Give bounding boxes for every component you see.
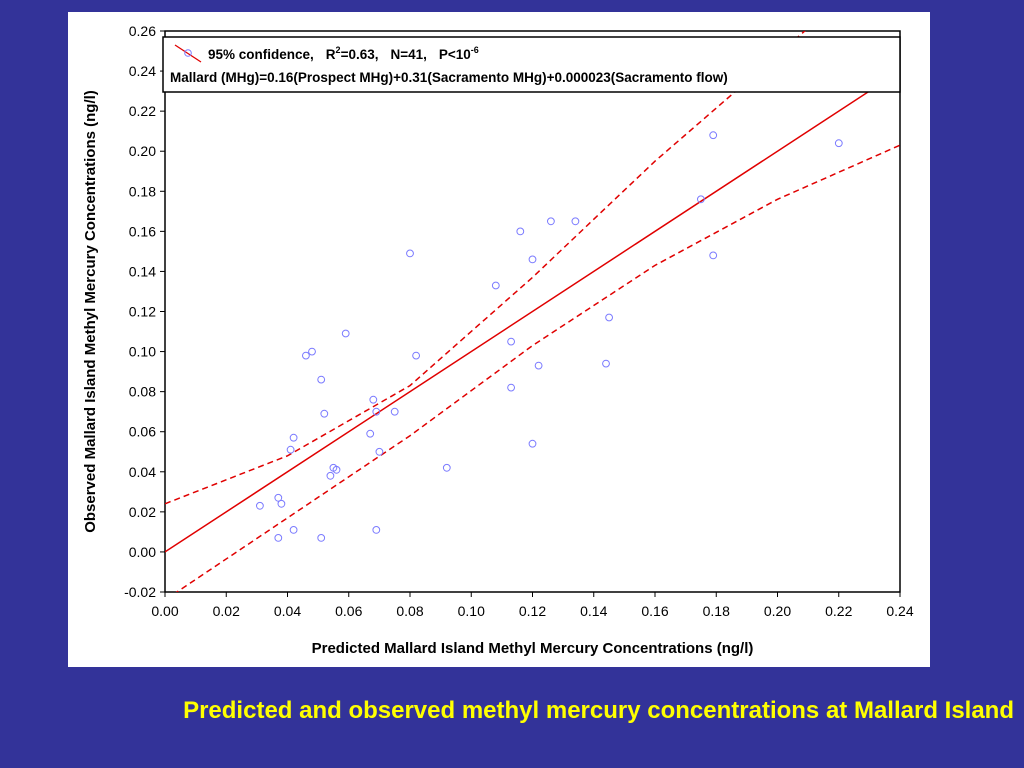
data-point xyxy=(375,447,384,456)
data-point xyxy=(332,465,341,474)
data-point xyxy=(369,395,378,404)
data-point xyxy=(256,501,264,510)
data-point xyxy=(709,131,718,140)
legend-line-swatch xyxy=(174,44,202,63)
y-tick-label: 0.18 xyxy=(129,183,156,199)
x-tick-label: 0.14 xyxy=(580,603,607,619)
y-tick-label: 0.20 xyxy=(129,143,156,159)
fit-line xyxy=(165,70,900,553)
data-point xyxy=(507,383,516,392)
data-point xyxy=(372,407,381,416)
legend-r2-label: R xyxy=(326,47,336,62)
x-tick-label: 0.06 xyxy=(335,603,362,619)
data-point xyxy=(289,526,298,534)
data-point xyxy=(341,329,350,338)
data-point xyxy=(326,471,335,480)
regression-line xyxy=(165,70,900,553)
x-tick-label: 0.18 xyxy=(703,603,730,619)
x-tick-label: 0.10 xyxy=(458,603,485,619)
y-tick-label: 0.22 xyxy=(129,103,156,119)
legend-p-label: P<10 xyxy=(439,47,471,62)
legend-r2-sup: 2 xyxy=(336,45,341,55)
y-axis-ticks: -0.02 0.00 0.02 0.04 0.06 0.08 0.10 0.12 0.14 0.1… xyxy=(124,23,165,600)
data-point xyxy=(308,347,316,356)
data-point xyxy=(571,217,580,226)
data-point xyxy=(274,493,283,502)
y-tick-label: 0.16 xyxy=(129,223,156,239)
y-tick-label: 0.24 xyxy=(129,63,156,79)
legend-point-swatch xyxy=(184,49,192,57)
legend-n: N=41, xyxy=(390,47,426,62)
data-point xyxy=(277,499,286,508)
y-tick-label: 0.10 xyxy=(129,344,156,360)
legend-equation: Mallard (MHg)=0.16(Prospect MHg)+0.31(Sa… xyxy=(170,70,728,85)
confidence-lower-line xyxy=(175,144,900,592)
confidence-band xyxy=(165,31,900,592)
x-tick-label: 0.08 xyxy=(396,603,423,619)
x-tick-label: 0.22 xyxy=(825,603,852,619)
data-point xyxy=(507,337,516,346)
y-tick-label: 0.00 xyxy=(129,544,156,560)
data-point xyxy=(406,249,414,258)
y-tick-label: 0.14 xyxy=(129,263,156,279)
data-point xyxy=(442,463,451,472)
data-point xyxy=(516,227,525,236)
y-axis-label: Observed Mallard Island Methyl Mercury C… xyxy=(82,90,99,533)
y-tick-label: 0.26 xyxy=(129,23,156,39)
data-point xyxy=(528,439,537,448)
data-point xyxy=(697,195,705,204)
data-point xyxy=(602,359,610,368)
x-axis-label: Predicted Mallard Island Methyl Mercury … xyxy=(312,640,754,657)
confidence-upper-line xyxy=(165,31,806,505)
data-point xyxy=(317,534,326,542)
data-point xyxy=(709,251,718,260)
x-tick-label: 0.00 xyxy=(151,603,178,619)
x-tick-label: 0.20 xyxy=(764,603,791,619)
x-tick-label: 0.12 xyxy=(519,603,546,619)
data-point xyxy=(289,433,298,442)
y-tick-label: 0.06 xyxy=(129,424,156,440)
data-point xyxy=(534,361,543,370)
data-point xyxy=(390,407,399,416)
data-point xyxy=(372,526,381,534)
y-tick-label: 0.08 xyxy=(129,384,156,400)
data-point xyxy=(274,534,283,542)
legend-r2-value: =0.63, xyxy=(341,47,379,62)
data-point xyxy=(412,351,421,360)
y-tick-label: -0.02 xyxy=(124,584,156,600)
chart-panel: 0.00 0.02 0.04 0.06 0.08 0.10 0.12 0.14 0.16 0.18… xyxy=(68,12,930,667)
data-point xyxy=(605,313,613,322)
slide-caption: Predicted and observed methyl mercury co… xyxy=(183,697,1014,724)
data-point xyxy=(302,351,310,360)
data-point xyxy=(366,429,375,438)
x-tick-label: 0.16 xyxy=(641,603,668,619)
data-point xyxy=(286,445,295,454)
y-tick-label: 0.12 xyxy=(129,304,156,320)
legend-line1: 95% confidence, R2=0.63, N=41, P<10-6 xyxy=(208,45,479,62)
data-point xyxy=(528,255,537,264)
data-point xyxy=(834,139,843,148)
data-points xyxy=(182,49,843,542)
legend-confidence: 95% confidence, xyxy=(208,47,314,62)
x-tick-label: 0.02 xyxy=(213,603,240,619)
data-point xyxy=(547,217,555,226)
y-tick-label: 0.02 xyxy=(129,504,156,520)
legend-p-sup: -6 xyxy=(471,45,479,55)
data-point xyxy=(317,375,326,384)
legend: 95% confidence, R2=0.63, N=41, P<10-6 Malla… xyxy=(162,36,901,93)
y-tick-label: 0.04 xyxy=(129,464,156,480)
x-tick-label: 0.24 xyxy=(886,603,913,619)
x-axis-ticks: 0.00 0.02 0.04 0.06 0.08 0.10 0.12 0.14 0.16 0.18… xyxy=(151,592,914,619)
x-tick-label: 0.04 xyxy=(274,603,301,619)
data-point xyxy=(491,281,500,290)
scatter-chart: 0.00 0.02 0.04 0.06 0.08 0.10 0.12 0.14 0.16 0.18… xyxy=(82,23,914,657)
data-point xyxy=(320,409,329,418)
legend-box xyxy=(162,36,901,93)
